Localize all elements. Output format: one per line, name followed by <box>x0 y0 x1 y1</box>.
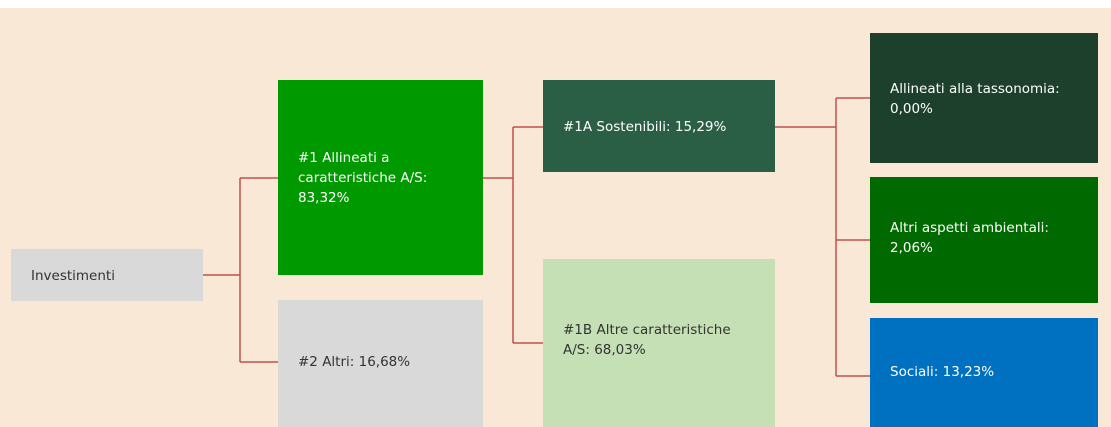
node-sostenibili: #1A Sostenibili: 15,29% <box>543 80 775 172</box>
node-altri: #2 Altri: 16,68% <box>278 300 483 427</box>
node-investimenti: Investimenti <box>11 249 203 301</box>
node-sociali: Sociali: 13,23% <box>870 318 1098 427</box>
node-altre-caratteristiche: #1B Altre caratteristiche A/S: 68,03% <box>543 259 775 427</box>
node-ambientali: Altri aspetti ambientali: 2,06% <box>870 177 1098 303</box>
node-allineati: #1 Allineati a caratteristiche A/S: 83,3… <box>278 80 483 275</box>
node-tassonomia: Allineati alla tassonomia: 0,00% <box>870 33 1098 163</box>
